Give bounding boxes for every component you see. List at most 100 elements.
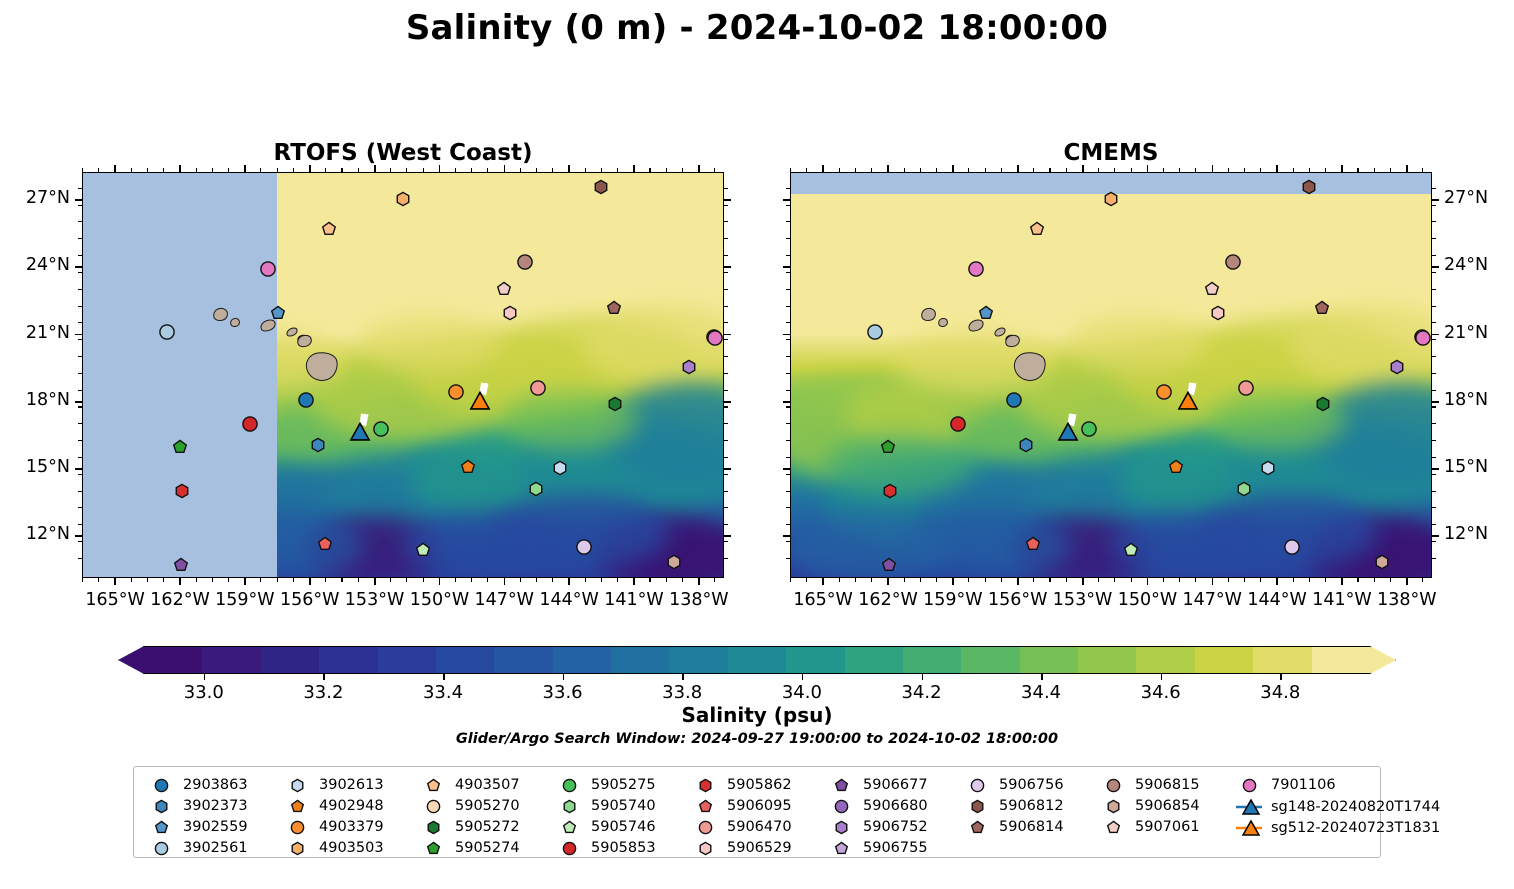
legend-item[interactable]: 5906814	[964, 819, 1064, 835]
argo-float-marker[interactable]	[1103, 191, 1119, 207]
argo-float-marker[interactable]	[950, 416, 967, 433]
argo-float-marker[interactable]	[1018, 437, 1034, 453]
argo-float-marker[interactable]	[1025, 536, 1041, 552]
legend-item[interactable]: 5906677	[828, 777, 928, 793]
argo-float-marker[interactable]	[310, 437, 326, 453]
argo-float-marker[interactable]	[1301, 179, 1317, 195]
legend-item[interactable]: 5906812	[964, 798, 1064, 814]
glider-marker[interactable]	[1057, 421, 1079, 444]
argo-float-marker[interactable]	[1260, 460, 1276, 476]
legend-item[interactable]: 3902613	[284, 777, 384, 793]
x-axis-minor-tick	[454, 578, 457, 582]
argo-float-marker[interactable]	[1029, 221, 1045, 237]
legend-item[interactable]: 5906815	[1100, 777, 1200, 793]
y-axis-minor-tick	[1432, 271, 1436, 273]
legend-item[interactable]: 5906680	[828, 798, 928, 814]
legend-item[interactable]: 7901106	[1236, 777, 1336, 793]
argo-float-marker[interactable]	[530, 380, 547, 397]
legend-item[interactable]: 5906529	[692, 840, 792, 856]
legend-item[interactable]: 5905746	[556, 819, 656, 835]
argo-float-marker[interactable]	[1236, 481, 1252, 497]
argo-float-marker[interactable]	[298, 392, 315, 409]
argo-float-marker[interactable]	[270, 305, 286, 321]
argo-float-marker[interactable]	[1081, 421, 1098, 438]
legend-item[interactable]: 3902561	[148, 840, 248, 856]
argo-float-marker[interactable]	[978, 305, 994, 321]
argo-float-marker[interactable]	[448, 384, 465, 401]
argo-float-marker[interactable]	[867, 324, 884, 341]
legend-item[interactable]: 5905862	[692, 777, 792, 793]
argo-float-marker[interactable]	[496, 281, 512, 297]
y-axis-minor-tick	[1432, 507, 1436, 509]
argo-float-marker[interactable]	[242, 416, 259, 433]
legend-item[interactable]: 3902373	[148, 798, 248, 814]
legend-item[interactable]: 5906470	[692, 819, 792, 835]
argo-float-marker[interactable]	[528, 481, 544, 497]
legend-item[interactable]: 5906756	[964, 777, 1064, 793]
argo-float-marker[interactable]	[173, 557, 189, 573]
legend-item[interactable]: 5907061	[1100, 819, 1200, 835]
legend-item[interactable]: 4903379	[284, 819, 384, 835]
argo-float-marker[interactable]	[576, 539, 593, 556]
argo-float-marker[interactable]	[880, 439, 896, 455]
argo-float-marker[interactable]	[317, 536, 333, 552]
argo-float-marker[interactable]	[1006, 392, 1023, 409]
legend-item[interactable]: sg148-20240820T1744	[1236, 798, 1440, 816]
glider-marker[interactable]	[469, 390, 491, 413]
legend-item[interactable]: 4903507	[420, 777, 520, 793]
legend-item[interactable]: 4902948	[284, 798, 384, 814]
argo-float-marker[interactable]	[415, 542, 431, 558]
argo-float-marker[interactable]	[681, 359, 697, 375]
legend-item[interactable]: 5906095	[692, 798, 792, 814]
legend-item[interactable]: 3902559	[148, 819, 248, 835]
argo-float-marker[interactable]	[1156, 384, 1173, 401]
legend-item[interactable]: 5905270	[420, 798, 520, 814]
legend-item[interactable]: 2903863	[148, 777, 248, 793]
legend-item[interactable]: 5906752	[828, 819, 928, 835]
argo-float-marker[interactable]	[260, 261, 277, 278]
legend-item[interactable]: 5906854	[1100, 798, 1200, 814]
argo-float-marker[interactable]	[172, 439, 188, 455]
argo-float-marker[interactable]	[373, 421, 390, 438]
argo-float-marker[interactable]	[606, 300, 622, 316]
argo-float-marker[interactable]	[460, 459, 476, 475]
argo-float-marker[interactable]	[1123, 542, 1139, 558]
glider-marker[interactable]	[1177, 390, 1199, 413]
legend-item[interactable]: sg512-20240723T1831	[1236, 819, 1440, 837]
argo-float-marker[interactable]	[1210, 305, 1226, 321]
argo-float-marker[interactable]	[174, 483, 190, 499]
argo-float-marker[interactable]	[1315, 396, 1331, 412]
argo-float-marker[interactable]	[1314, 300, 1330, 316]
legend-item[interactable]: 5905274	[420, 840, 520, 856]
argo-float-marker[interactable]	[1415, 330, 1432, 347]
argo-float-marker[interactable]	[1284, 539, 1301, 556]
argo-float-marker[interactable]	[395, 191, 411, 207]
legend-item[interactable]: 5905740	[556, 798, 656, 814]
argo-float-marker[interactable]	[159, 324, 176, 341]
argo-float-marker[interactable]	[593, 179, 609, 195]
legend-item[interactable]: 5905272	[420, 819, 520, 835]
argo-float-marker[interactable]	[881, 557, 897, 573]
legend-item[interactable]: 5905853	[556, 840, 656, 856]
argo-float-marker[interactable]	[1225, 254, 1242, 271]
map-panel-cmems[interactable]	[790, 172, 1432, 578]
argo-float-marker[interactable]	[707, 330, 724, 347]
argo-float-marker[interactable]	[1204, 281, 1220, 297]
argo-float-marker[interactable]	[517, 254, 534, 271]
argo-float-marker[interactable]	[1168, 459, 1184, 475]
map-panel-rtofs[interactable]	[82, 172, 724, 578]
argo-float-marker[interactable]	[1389, 359, 1405, 375]
legend-item[interactable]: 4903503	[284, 840, 384, 856]
argo-float-marker[interactable]	[552, 460, 568, 476]
legend-item[interactable]: 5905275	[556, 777, 656, 793]
argo-float-marker[interactable]	[1374, 554, 1390, 570]
argo-float-marker[interactable]	[502, 305, 518, 321]
argo-float-marker[interactable]	[1238, 380, 1255, 397]
legend-item[interactable]: 5906755	[828, 840, 928, 856]
argo-float-marker[interactable]	[607, 396, 623, 412]
glider-marker[interactable]	[349, 421, 371, 444]
argo-float-marker[interactable]	[882, 483, 898, 499]
argo-float-marker[interactable]	[666, 554, 682, 570]
argo-float-marker[interactable]	[968, 261, 985, 278]
argo-float-marker[interactable]	[321, 221, 337, 237]
